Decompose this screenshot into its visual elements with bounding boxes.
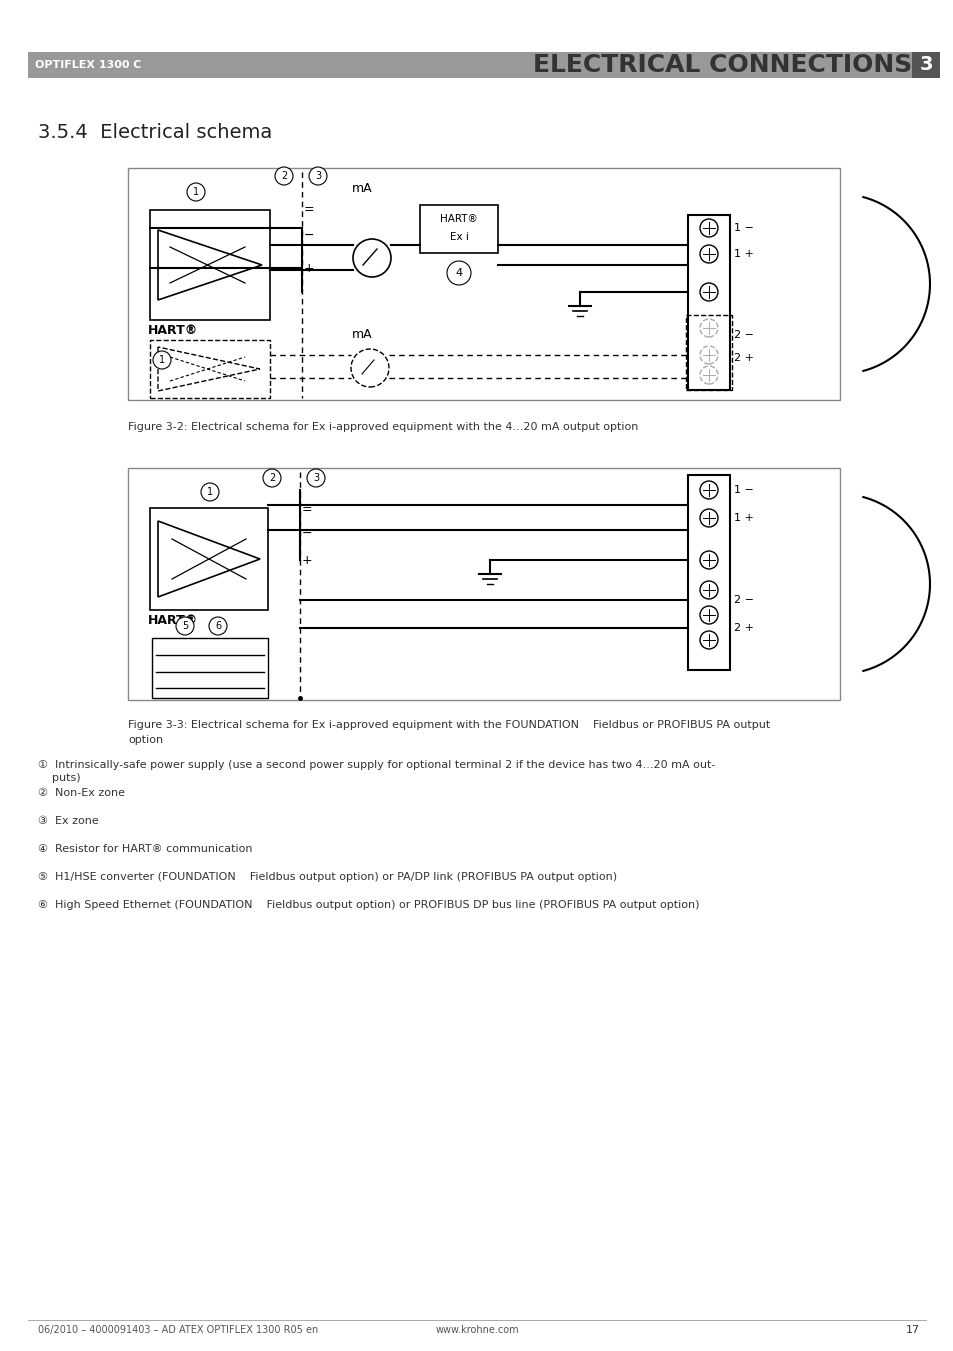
Text: HART®: HART® xyxy=(439,213,477,224)
Text: 3: 3 xyxy=(313,473,318,484)
Text: =: = xyxy=(304,204,314,216)
Circle shape xyxy=(700,319,718,336)
Text: 4: 4 xyxy=(455,267,462,278)
Circle shape xyxy=(209,617,227,635)
Bar xyxy=(150,508,268,611)
Bar xyxy=(685,315,731,390)
Text: 1 +: 1 + xyxy=(733,249,753,259)
Text: 1: 1 xyxy=(193,186,199,197)
Text: 1 −: 1 − xyxy=(733,485,753,494)
Circle shape xyxy=(700,481,718,499)
Text: 2: 2 xyxy=(269,473,274,484)
Circle shape xyxy=(274,168,293,185)
Bar xyxy=(150,340,270,399)
Text: ELECTRICAL CONNECTIONS: ELECTRICAL CONNECTIONS xyxy=(532,53,911,77)
Text: 3: 3 xyxy=(314,172,321,181)
Text: Figure 3-3: Electrical schema for Ex i-approved equipment with the FOUNDATION   : Figure 3-3: Electrical schema for Ex i-a… xyxy=(128,720,769,730)
Text: mA: mA xyxy=(352,182,373,195)
Text: 1 −: 1 − xyxy=(733,223,753,232)
Circle shape xyxy=(447,261,471,285)
Text: mA: mA xyxy=(352,328,373,340)
Circle shape xyxy=(351,349,389,386)
Text: 2: 2 xyxy=(280,172,287,181)
Circle shape xyxy=(309,168,327,185)
Bar xyxy=(28,51,923,78)
Text: 06/2010 – 4000091403 – AD ATEX OPTIFLEX 1300 R05 en: 06/2010 – 4000091403 – AD ATEX OPTIFLEX … xyxy=(38,1325,318,1335)
Circle shape xyxy=(700,631,718,648)
Circle shape xyxy=(187,182,205,201)
Bar xyxy=(911,51,939,78)
Text: +: + xyxy=(302,554,313,566)
Text: HART®: HART® xyxy=(148,324,198,336)
Text: 1: 1 xyxy=(159,355,165,365)
Circle shape xyxy=(353,239,391,277)
Circle shape xyxy=(700,581,718,598)
Circle shape xyxy=(700,245,718,263)
Text: Figure 3-2: Electrical schema for Ex i-approved equipment with the 4...20 mA out: Figure 3-2: Electrical schema for Ex i-a… xyxy=(128,422,638,432)
Bar xyxy=(150,209,270,320)
Circle shape xyxy=(700,509,718,527)
Text: ⑤  H1/HSE converter (FOUNDATION    Fieldbus output option) or PA/DP link (PROFIB: ⑤ H1/HSE converter (FOUNDATION Fieldbus … xyxy=(38,871,617,882)
Text: 2 −: 2 − xyxy=(733,594,753,605)
Bar xyxy=(687,215,729,390)
Bar xyxy=(419,205,497,253)
Circle shape xyxy=(700,282,718,301)
Bar xyxy=(128,467,840,700)
Text: ②  Non-Ex zone: ② Non-Ex zone xyxy=(38,788,125,798)
Text: 3.5.4  Electrical schema: 3.5.4 Electrical schema xyxy=(38,123,272,142)
Text: 1: 1 xyxy=(207,486,213,497)
Text: www.krohne.com: www.krohne.com xyxy=(435,1325,518,1335)
Circle shape xyxy=(700,607,718,624)
Circle shape xyxy=(700,366,718,384)
Circle shape xyxy=(700,346,718,363)
Text: ①  Intrinsically-safe power supply (use a second power supply for optional termi: ① Intrinsically-safe power supply (use a… xyxy=(38,761,715,770)
Text: 17: 17 xyxy=(905,1325,919,1335)
Text: puts): puts) xyxy=(38,773,81,784)
Bar xyxy=(687,476,729,670)
Text: =: = xyxy=(302,504,313,516)
Circle shape xyxy=(700,219,718,236)
Text: −: − xyxy=(302,527,313,539)
Text: HART®: HART® xyxy=(148,613,198,627)
Text: Ex i: Ex i xyxy=(449,232,468,242)
Circle shape xyxy=(175,617,193,635)
Circle shape xyxy=(201,484,219,501)
Text: OPTIFLEX 1300 C: OPTIFLEX 1300 C xyxy=(35,59,141,70)
Circle shape xyxy=(263,469,281,486)
Bar xyxy=(128,168,840,400)
Circle shape xyxy=(700,551,718,569)
Text: −: − xyxy=(304,228,314,242)
Text: 5: 5 xyxy=(182,621,188,631)
Text: 3: 3 xyxy=(919,55,932,74)
Text: +: + xyxy=(304,262,314,274)
Text: option: option xyxy=(128,735,163,744)
Circle shape xyxy=(307,469,325,486)
Text: 2 +: 2 + xyxy=(733,623,753,634)
Text: 2 +: 2 + xyxy=(733,353,753,363)
Text: ⑥  High Speed Ethernet (FOUNDATION    Fieldbus output option) or PROFIBUS DP bus: ⑥ High Speed Ethernet (FOUNDATION Fieldb… xyxy=(38,900,699,911)
Text: 1 +: 1 + xyxy=(733,513,753,523)
Circle shape xyxy=(152,351,171,369)
Bar xyxy=(152,638,268,698)
Text: ④  Resistor for HART® communication: ④ Resistor for HART® communication xyxy=(38,844,253,854)
Text: 2 −: 2 − xyxy=(733,330,753,340)
Text: ③  Ex zone: ③ Ex zone xyxy=(38,816,99,825)
Text: 6: 6 xyxy=(214,621,221,631)
